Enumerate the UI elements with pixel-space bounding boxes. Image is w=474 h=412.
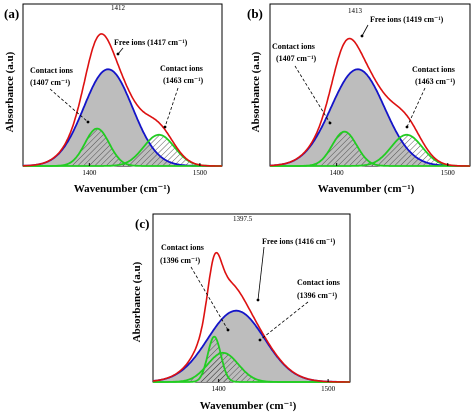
panel-b: (b) Absorbance (a.u) Wavenumber (cm⁻¹) 1… [247, 3, 471, 195]
annotation-pointer [294, 65, 331, 124]
annotation-free-ions: Free ions (1417 cm⁻¹) [114, 38, 188, 47]
annotation-pointer-head [226, 328, 230, 332]
free-ions-area [23, 69, 222, 166]
annotation-contact-ions-2: Contact ions [297, 278, 340, 287]
annotation-pointer-head [163, 125, 167, 129]
annotation-pointer-head [116, 52, 120, 56]
annotation-pointer [257, 246, 265, 301]
annotation-pointer-head [405, 125, 409, 129]
contact-ions-area-2 [270, 134, 470, 166]
contact-ions-curve-2 [153, 351, 350, 383]
x-tick-label: 1500 [193, 169, 208, 177]
annotation-pointer-head [328, 121, 332, 125]
annotation-pointer-head [360, 34, 364, 38]
annotation-pointer [164, 87, 179, 128]
annotation-contact-ions-2-value: (1463 cm⁻¹) [415, 77, 456, 86]
annotation-pointer [361, 24, 369, 37]
x-tick-label: 1400 [212, 385, 227, 393]
panel-label: (a) [4, 6, 19, 21]
annotation-contact-ions-1-value: (1396 cm⁻¹) [160, 256, 201, 265]
free-ions-area [270, 69, 470, 166]
annotation-contact-ions-2: Contact ions [412, 65, 455, 74]
y-axis-label: Absorbance (a.u) [4, 51, 16, 132]
x-tick-label: 1500 [441, 169, 456, 177]
annotation-contact-ions-1: Contact ions [30, 66, 73, 75]
panel-a: (a) Absorbance (a.u) Wavenumber (cm⁻¹) 1… [4, 3, 223, 195]
x-tick-label: 1400 [330, 169, 345, 177]
peak-label: 1413 [348, 7, 363, 15]
annotation-contact-ions-2: Contact ions [160, 64, 203, 73]
y-axis-label: Absorbance (a.u) [131, 261, 143, 342]
annotation-free-ions: Free ions (1419 cm⁻¹) [370, 15, 444, 24]
annotation-pointer-head [86, 120, 90, 124]
contact-ions-area-2 [23, 134, 222, 166]
x-axis-label: Wavenumber (cm⁻¹) [74, 183, 171, 195]
free-ions-area [153, 310, 350, 382]
panel-label: (b) [247, 6, 263, 21]
x-axis-label: Wavenumber (cm⁻¹) [318, 183, 415, 195]
annotation-pointer [190, 266, 229, 331]
envelope-curve [269, 37, 470, 167]
peak-label: 1397.5 [233, 215, 253, 223]
annotation-pointer [406, 87, 426, 128]
x-tick-label: 1500 [321, 385, 336, 393]
x-tick-label: 1400 [82, 169, 97, 177]
annotation-pointer-head [256, 298, 260, 302]
panel-label: (c) [135, 216, 149, 231]
peak-label: 1412 [111, 4, 126, 12]
annotation-pointer [259, 301, 309, 341]
annotation-contact-ions-2-value: (1463 cm⁻¹) [163, 76, 204, 85]
y-axis-label: Absorbance (a.u) [250, 51, 262, 132]
envelope-curve [152, 251, 350, 383]
envelope-curve [23, 33, 222, 167]
x-axis-label: Wavenumber (cm⁻¹) [200, 400, 297, 412]
annotation-contact-ions-2-value: (1396 cm⁻¹) [297, 291, 338, 300]
panel-c: (c) Absorbance (a.u) Wavenumber (cm⁻¹) 1… [131, 213, 351, 412]
annotation-pointer-head [258, 338, 262, 342]
annotation-contact-ions-1-value: (1407 cm⁻¹) [30, 78, 71, 87]
annotation-contact-ions-1-value: (1407 cm⁻¹) [276, 54, 317, 63]
annotation-free-ions: Free ions (1416 cm⁻¹) [262, 237, 336, 246]
contact-ions-curve-2 [270, 133, 470, 167]
annotation-pointer [49, 88, 89, 123]
annotation-contact-ions-1: Contact ions [272, 42, 315, 51]
annotation-contact-ions-1: Contact ions [161, 243, 204, 252]
